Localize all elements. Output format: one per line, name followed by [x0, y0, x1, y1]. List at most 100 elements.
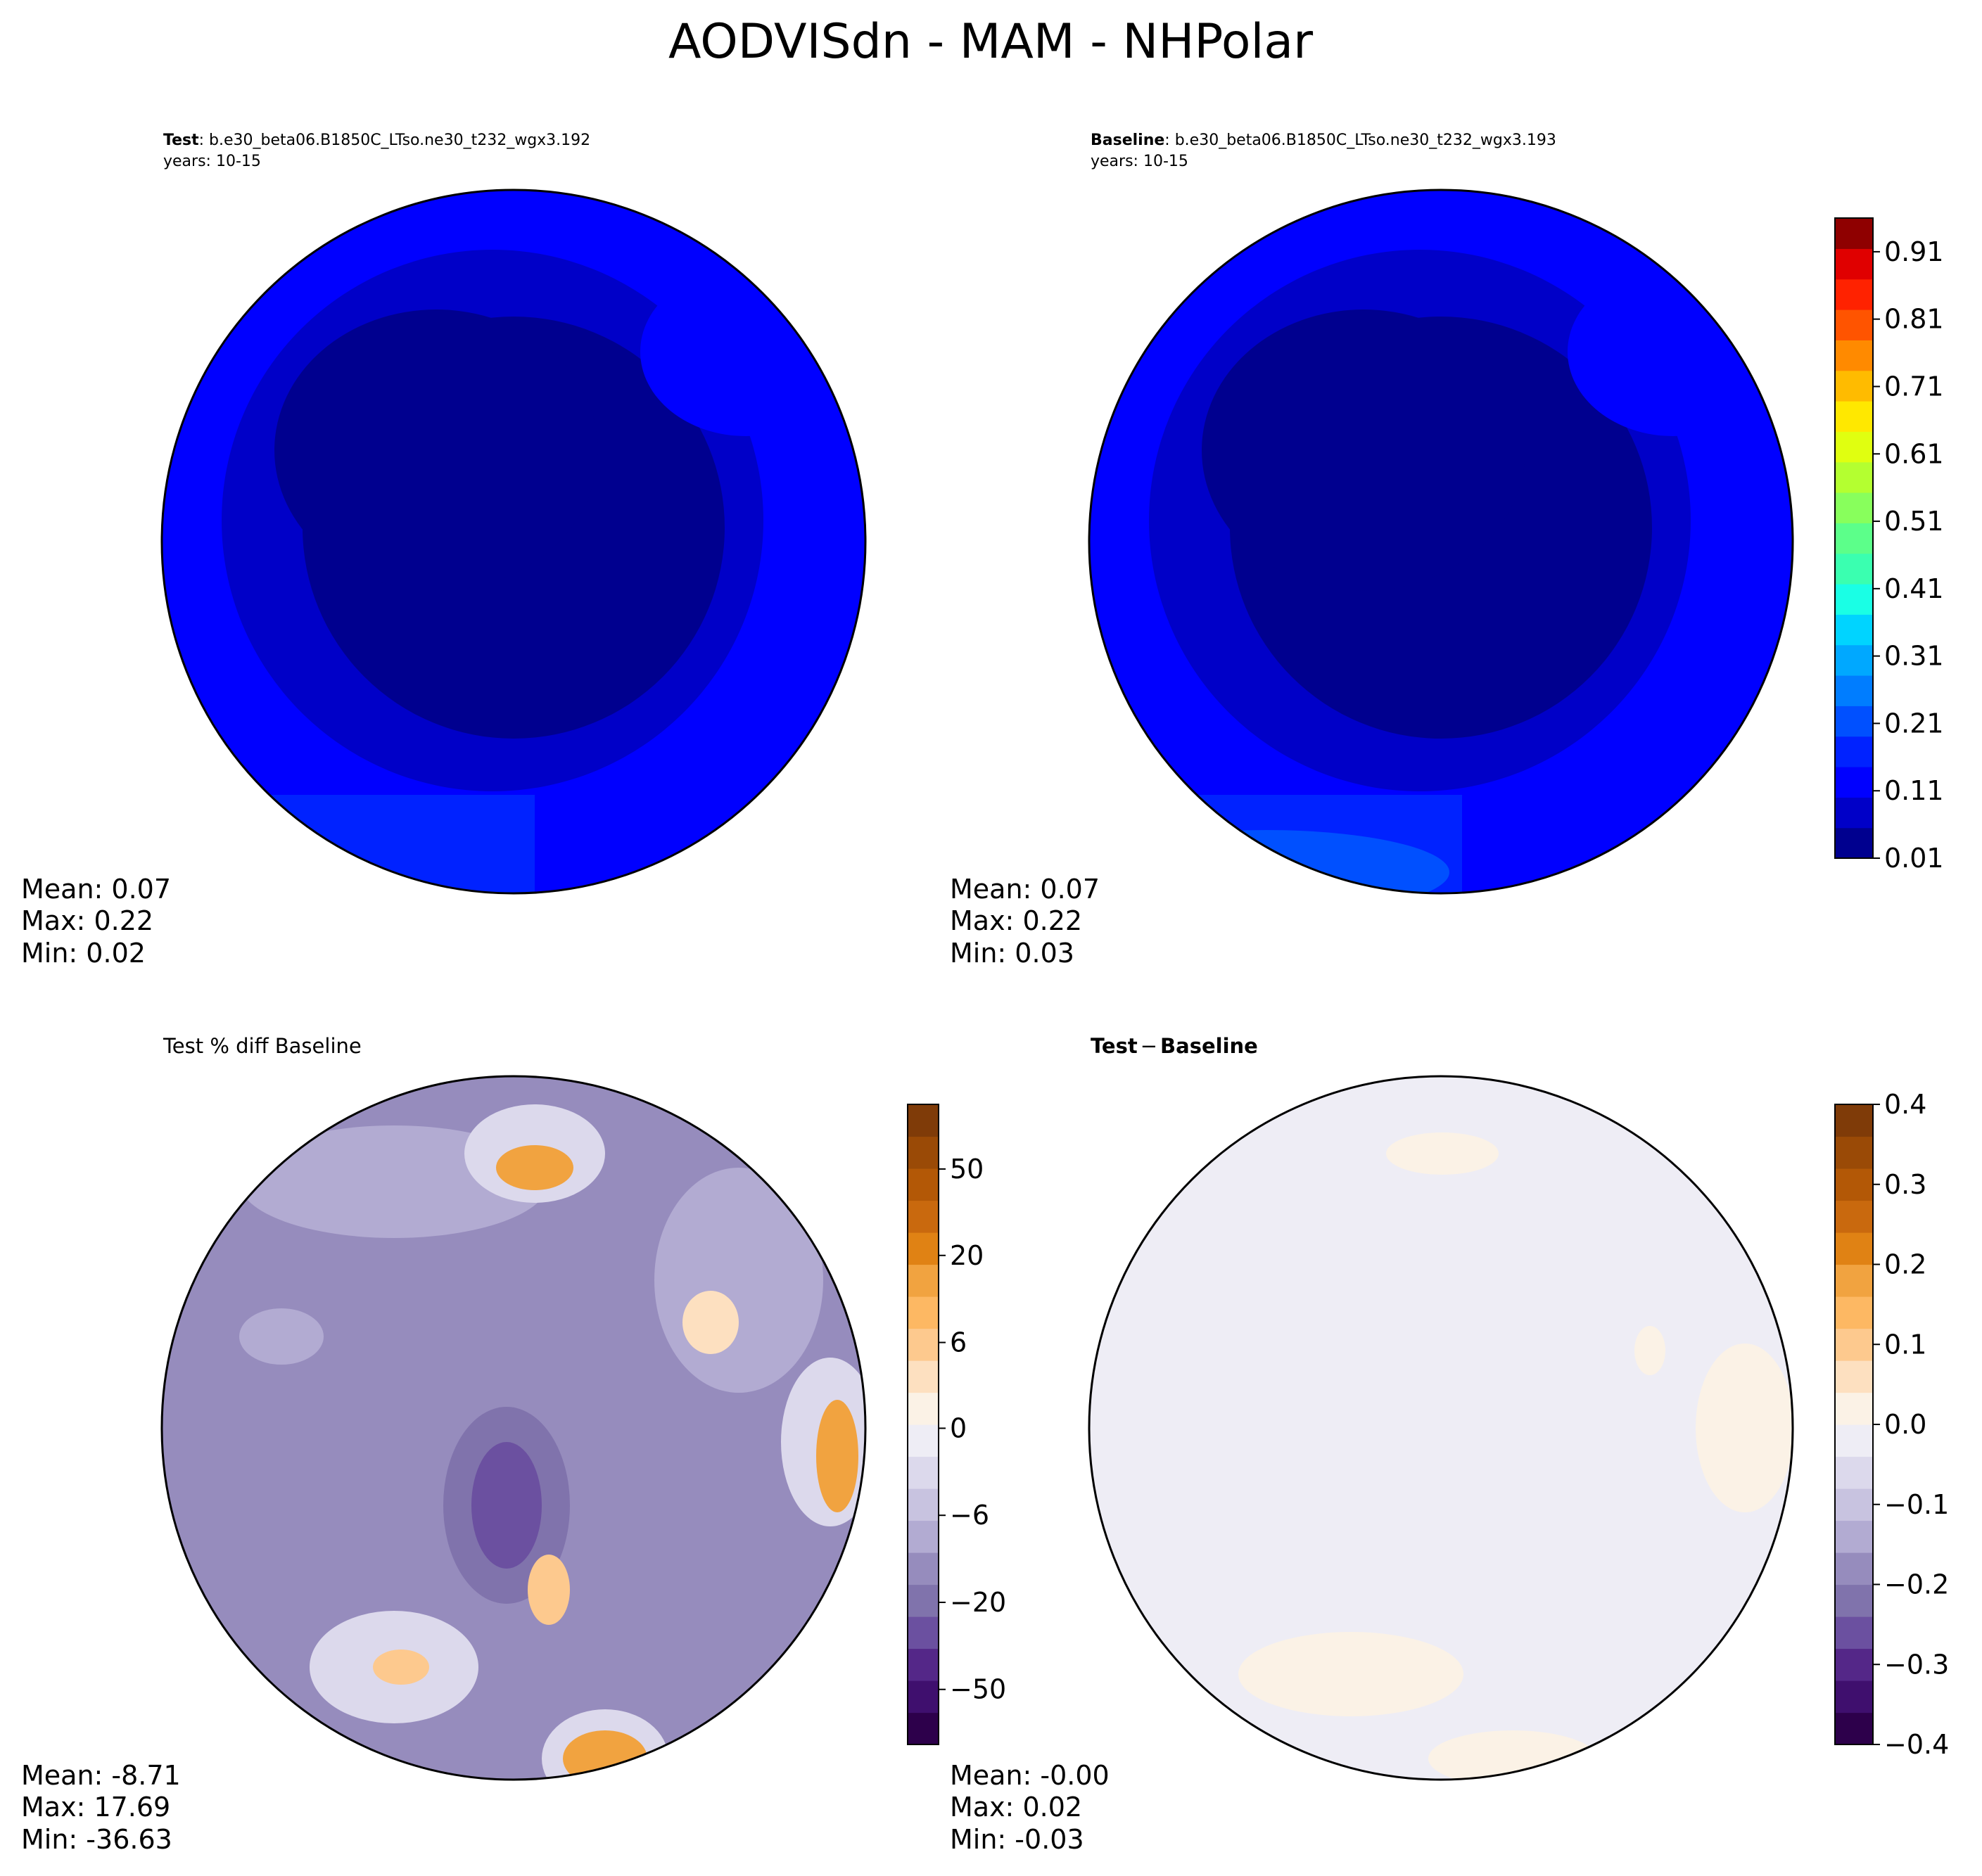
pctdiff-map-field	[162, 1076, 865, 1780]
diff-cb-tick-label-5: −0.1	[1884, 1489, 1949, 1520]
diff-cb-tick-label-1: 0.3	[1884, 1169, 1926, 1200]
diff-cb-swatch-8	[1835, 1456, 1873, 1489]
baseline-max: Max: 0.22	[950, 905, 1082, 936]
aod-cb-swatch-8	[1835, 584, 1873, 615]
baseline-map-boundary	[1088, 189, 1794, 895]
aod-cb-swatch-1	[1835, 797, 1873, 829]
pct-cb-swatch-10	[908, 1392, 939, 1425]
pct-cb-swatch-0	[908, 1712, 939, 1745]
diff-cb-swatch-0	[1835, 1712, 1873, 1745]
pct-cb-frame	[907, 1104, 939, 1745]
pct-cb-swatch-1	[908, 1680, 939, 1714]
aod-cb-swatch-15	[1835, 370, 1873, 402]
aod-cb-tick-label-8: 0.81	[1884, 304, 1944, 335]
aod-cb-swatch-6	[1835, 644, 1873, 676]
aod-cb-swatch-5	[1835, 675, 1873, 706]
pct-cb-swatch-15	[908, 1232, 939, 1265]
baseline-mean: Mean: 0.07	[950, 874, 1100, 905]
diff-cb-swatch-2	[1835, 1648, 1873, 1681]
pctdiff-mean: Mean: -8.71	[21, 1760, 181, 1791]
aod-cb-swatch-3	[1835, 736, 1873, 767]
pct-cb-swatch-16	[908, 1200, 939, 1233]
aod-cb-tick-label-4: 0.41	[1884, 573, 1944, 604]
aod-cb-swatch-11	[1835, 492, 1873, 523]
diff-title: Test − Baseline	[1091, 1034, 1258, 1058]
aod-cb-swatch-0	[1835, 827, 1873, 859]
diff-cb-swatch-13	[1835, 1296, 1873, 1329]
diff-cb-tick-label-7: −0.3	[1884, 1649, 1949, 1680]
pct-cb-swatch-9	[908, 1424, 939, 1457]
aod-cb-swatch-10	[1835, 523, 1873, 554]
diff-cb-swatch-17	[1835, 1168, 1873, 1201]
pct-cb-tick-label-5: −20	[950, 1587, 1006, 1618]
diff-cb-tick-label-2: 0.2	[1884, 1249, 1926, 1280]
colorbar-diff: 0.4 0.3 0.2 0.1 0.0 −0.1 −0.2 −0.3 −0.4	[1834, 1089, 1949, 1760]
aod-cb-frame	[1834, 217, 1874, 859]
pct-cb-tick-label-1: 20	[950, 1240, 984, 1271]
pct-cb-tick-label-0: 50	[950, 1154, 984, 1185]
pct-cb-swatch-11	[908, 1360, 939, 1393]
diff-cb-swatch-15	[1835, 1232, 1873, 1265]
colorbar-aod: 0.01 0.11 0.21 0.31 0.41 0.51 0.61 0.71 0.81 0.91	[1834, 217, 1944, 874]
pct-cb-tick-label-6: −50	[950, 1674, 1006, 1705]
diff-cb-swatch-18	[1835, 1136, 1873, 1169]
diff-cb-swatch-5	[1835, 1552, 1873, 1585]
aod-cb-swatch-12	[1835, 461, 1873, 493]
pct-cb-swatch-8	[908, 1456, 939, 1489]
aod-cb-tick-label-9: 0.91	[1884, 236, 1944, 267]
aod-cb-swatch-2	[1835, 767, 1873, 798]
pct-cb-swatch-4	[908, 1584, 939, 1617]
pct-cb-swatch-19	[908, 1104, 939, 1137]
aod-cb-swatch-17	[1835, 310, 1873, 340]
diff-cb-swatch-10	[1835, 1392, 1873, 1425]
aod-cb-swatch-4	[1835, 706, 1873, 737]
diff-cb-swatch-11	[1835, 1360, 1873, 1393]
diff-cb-swatch-9	[1835, 1424, 1873, 1457]
diff-cb-tick-label-0: 0.4	[1884, 1089, 1926, 1120]
diff-cb-swatch-7	[1835, 1488, 1873, 1521]
baseline-map-field	[1089, 190, 1793, 893]
diff-map-boundary	[1088, 1075, 1794, 1781]
diff-cb-tick-label-8: −0.4	[1884, 1729, 1949, 1760]
pctdiff-map-boundary	[160, 1075, 867, 1781]
diff-cb-swatch-1	[1835, 1680, 1873, 1714]
pct-cb-swatch-2	[908, 1648, 939, 1681]
pct-cb-swatch-5	[908, 1552, 939, 1585]
aod-cb-tick-label-3: 0.31	[1884, 641, 1944, 672]
diff-cb-swatch-19	[1835, 1104, 1873, 1137]
aod-cb-swatch-19	[1835, 248, 1873, 280]
pctdiff-title: Test % diff Baseline	[163, 1034, 362, 1058]
diff-cb-tick-label-3: 0.1	[1884, 1329, 1926, 1360]
colorbar-pctdiff: 50 20 6 0 −6 −20 −50	[907, 1104, 1006, 1745]
aod-cb-swatch-20	[1835, 218, 1873, 249]
panel-baseline: Baseline: b.e30_beta06.B1850C_LTso.ne30_…	[950, 132, 1794, 969]
aod-cb-tick-label-0: 0.01	[1884, 843, 1944, 874]
aod-cb-swatch-7	[1835, 614, 1873, 646]
panel-test: Test: b.e30_beta06.B1850C_LTso.ne30_t232…	[21, 132, 867, 969]
test-max: Max: 0.22	[21, 905, 153, 936]
pct-cb-tick-label-3: 0	[950, 1412, 967, 1443]
baseline-min: Min: 0.03	[950, 938, 1074, 969]
aod-cb-swatch-14	[1835, 401, 1873, 432]
figure-title: AODVISdn - MAM - NHPolar	[668, 14, 1313, 70]
diff-cb-swatch-14	[1835, 1264, 1873, 1297]
aod-cb-swatch-16	[1835, 340, 1873, 371]
diff-min: Min: -0.03	[950, 1824, 1084, 1855]
test-mean: Mean: 0.07	[21, 874, 171, 905]
pct-cb-swatch-12	[908, 1328, 939, 1361]
baseline-title: Baseline: b.e30_beta06.B1850C_LTso.ne30_…	[1091, 132, 1556, 149]
pct-cb-swatch-14	[908, 1264, 939, 1297]
panel-diff: Test − Baseline Mean: -0.00 Max: 0.02 Min:…	[950, 1034, 1794, 1855]
diff-max: Max: 0.02	[950, 1792, 1082, 1823]
pct-cb-swatch-6	[908, 1520, 939, 1553]
diff-cb-swatch-3	[1835, 1616, 1873, 1650]
aod-cb-tick-label-7: 0.71	[1884, 371, 1944, 402]
pct-cb-tick-label-2: 6	[950, 1327, 967, 1358]
diff-cb-swatch-16	[1835, 1200, 1873, 1233]
diff-cb-swatch-4	[1835, 1584, 1873, 1617]
diff-mean: Mean: -0.00	[950, 1760, 1110, 1791]
aod-cb-tick-label-5: 0.51	[1884, 506, 1944, 537]
pct-cb-swatch-17	[908, 1168, 939, 1201]
diff-cb-tick-label-6: −0.2	[1884, 1569, 1949, 1600]
